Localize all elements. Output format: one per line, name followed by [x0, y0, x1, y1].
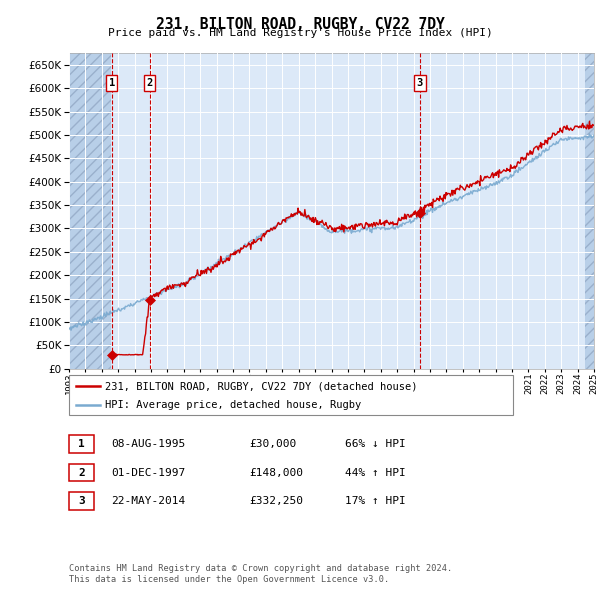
Text: 1: 1 [78, 440, 85, 449]
Text: 01-DEC-1997: 01-DEC-1997 [111, 468, 185, 477]
Text: 231, BILTON ROAD, RUGBY, CV22 7DY (detached house): 231, BILTON ROAD, RUGBY, CV22 7DY (detac… [105, 382, 418, 392]
Text: HPI: Average price, detached house, Rugby: HPI: Average price, detached house, Rugb… [105, 399, 361, 409]
Text: £148,000: £148,000 [249, 468, 303, 477]
Text: 66% ↓ HPI: 66% ↓ HPI [345, 440, 406, 449]
Text: Contains HM Land Registry data © Crown copyright and database right 2024.: Contains HM Land Registry data © Crown c… [69, 565, 452, 573]
Text: 3: 3 [417, 78, 423, 88]
Text: 1: 1 [109, 78, 115, 88]
Text: 2: 2 [78, 468, 85, 477]
Text: £332,250: £332,250 [249, 496, 303, 506]
Text: This data is licensed under the Open Government Licence v3.0.: This data is licensed under the Open Gov… [69, 575, 389, 584]
Text: Price paid vs. HM Land Registry's House Price Index (HPI): Price paid vs. HM Land Registry's House … [107, 28, 493, 38]
Text: 231, BILTON ROAD, RUGBY, CV22 7DY: 231, BILTON ROAD, RUGBY, CV22 7DY [155, 17, 445, 31]
Text: 44% ↑ HPI: 44% ↑ HPI [345, 468, 406, 477]
Text: 08-AUG-1995: 08-AUG-1995 [111, 440, 185, 449]
Text: £30,000: £30,000 [249, 440, 296, 449]
Text: 2: 2 [146, 78, 153, 88]
Text: 3: 3 [78, 496, 85, 506]
Text: 22-MAY-2014: 22-MAY-2014 [111, 496, 185, 506]
Text: 17% ↑ HPI: 17% ↑ HPI [345, 496, 406, 506]
